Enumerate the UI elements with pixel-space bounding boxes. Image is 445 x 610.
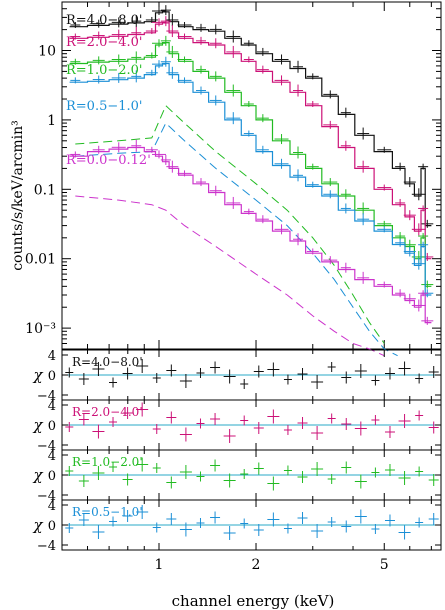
residual-y-tick-label: 0 — [48, 469, 56, 484]
residual-y-tick-label: −4 — [37, 389, 56, 404]
y-tick-label: 1 — [47, 113, 56, 129]
residual-y-tick-label: 0 — [48, 519, 56, 534]
residual-y-tick-label: 4 — [48, 449, 56, 464]
residual-label: R=1.0−2.0' — [72, 455, 143, 469]
series-label: R=1.0−2.0' — [66, 63, 143, 78]
y-tick-label: 10 — [38, 44, 56, 60]
residual-y-tick-label: −4 — [37, 539, 56, 554]
residual-y-label: χ — [32, 516, 43, 534]
x-tick-label: 1 — [155, 557, 164, 573]
background-model-line — [75, 122, 398, 357]
y-tick-label: 10⁻³ — [25, 321, 56, 337]
residual-label: R=0.5−1.0' — [72, 505, 143, 519]
residual-panels: 4 0 −4 χ R=4.0−8.0' 4 0 −4 χ R=2.0−4.0' 4 0 −4 χ R=1.0… — [32, 349, 442, 573]
x-axis-title: channel energy (keV) — [172, 592, 335, 610]
residual-y-tick-label: −4 — [37, 489, 56, 504]
residual-panel: 4 0 −4 χ R=0.5−1.0' — [32, 499, 442, 554]
residual-label: R=4.0−8.0' — [72, 355, 143, 369]
residual-panel: 4 0 −4 χ R=2.0−4.0' — [32, 399, 442, 454]
residual-y-label: χ — [32, 366, 43, 384]
residual-y-tick-label: 0 — [48, 419, 56, 434]
residual-panel: 4 0 −4 χ R=1.0−2.0' — [32, 449, 442, 504]
residual-label: R=2.0−4.0' — [72, 405, 143, 419]
main-spectrum-panel: 10 1 0.1 0.01 10⁻³ counts/s/keV/arcmin³ R=4.0−… — [10, 1, 442, 357]
residual-y-label: χ — [32, 466, 43, 484]
y-tick-label: 0.01 — [25, 252, 56, 268]
x-tick-label: 2 — [252, 557, 261, 573]
residual-y-tick-label: 4 — [48, 349, 56, 364]
series-label: R=2.0−4.0' — [66, 35, 143, 50]
series-model-line — [69, 62, 432, 296]
series-model-line — [69, 146, 432, 324]
series-model-line — [69, 22, 432, 260]
main-plot-frame — [61, 1, 442, 350]
series-label: R=0.0−0.12' — [66, 153, 151, 168]
series-label: R=0.5−1.0' — [66, 99, 143, 114]
residual-y-tick-label: −4 — [37, 439, 56, 454]
background-model-line — [75, 195, 385, 357]
series-model-line — [69, 42, 432, 287]
y-tick-label: 0.1 — [34, 182, 56, 198]
residual-y-tick-label: 4 — [48, 499, 56, 514]
y-axis-title: counts/s/keV/arcmin³ — [10, 120, 26, 271]
residual-y-label: χ — [32, 416, 43, 434]
series-model-line — [69, 11, 432, 227]
series-label: R=4.0−8.0' — [66, 13, 143, 28]
residual-y-tick-label: 0 — [48, 369, 56, 384]
residual-y-tick-label: 4 — [48, 399, 56, 414]
x-tick-label: 5 — [380, 557, 389, 573]
background-model-line — [75, 104, 385, 344]
